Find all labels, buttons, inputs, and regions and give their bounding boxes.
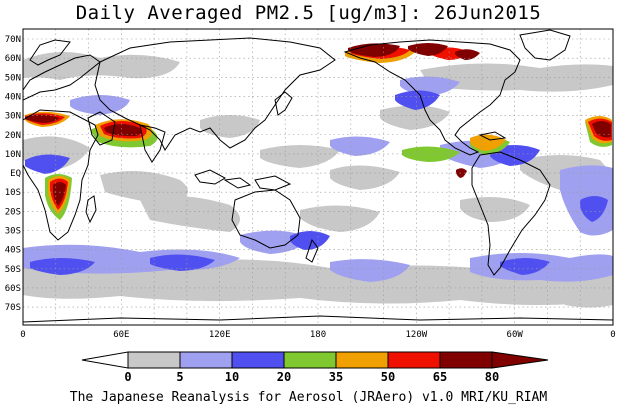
colorbar-tick-label: 0	[124, 370, 131, 384]
longitude-label: 120E	[209, 330, 231, 340]
colorbar-upper-extension	[491, 351, 549, 369]
pm25-level-5-10	[23, 51, 613, 308]
latitude-label: 70N	[5, 35, 21, 45]
colorbar-swatch	[283, 351, 337, 369]
latitude-label: 10S	[5, 188, 21, 198]
footer-credit: The Japanese Reanalysis for Aerosol (JRA…	[69, 390, 548, 405]
pm25-level-20-35	[25, 90, 608, 275]
map-area	[23, 29, 613, 325]
colorbar-swatch	[439, 351, 493, 369]
longitude-label: 60E	[113, 330, 129, 340]
latitude-label: 10N	[5, 150, 21, 160]
map-frame	[22, 28, 614, 326]
longitude-label: 60W	[507, 330, 524, 340]
colorbar-swatch	[179, 351, 233, 369]
colorbar-tick-label: 50	[381, 370, 395, 384]
colorbar-tick-label: 35	[329, 370, 343, 384]
colorbar-swatch	[231, 351, 285, 369]
latitude-label: 30S	[5, 227, 21, 237]
map-title: Daily Averaged PM2.5 [ug/m3]: 26Jun2015	[75, 2, 542, 24]
latitude-label: 60N	[5, 54, 21, 64]
longitude-label: 120W	[405, 330, 427, 340]
longitude-label: 0	[610, 330, 615, 340]
colorbar: 0 5 10 20 35 50 65 80	[81, 351, 549, 384]
colorbar-tick-label: 10	[225, 370, 239, 384]
latitude-label: 30N	[5, 112, 21, 122]
latitude-label: 50S	[5, 265, 21, 275]
coastlines	[23, 29, 613, 323]
pm25-level-above-80	[25, 43, 611, 206]
colorbar-swatch	[387, 351, 441, 369]
colorbar-swatch	[127, 351, 181, 369]
colorbar-tick-label: 65	[433, 370, 447, 384]
colorbar-swatch	[335, 351, 389, 369]
map-gridlines	[23, 29, 613, 325]
longitude-label: 0	[20, 330, 25, 340]
colorbar-tick-label: 5	[176, 370, 183, 384]
longitude-labels: 0 60E 120E 180 120W 60W 0	[20, 330, 615, 340]
latitude-label: 60S	[5, 284, 21, 294]
latitude-labels: 70N 60N 50N 40N 30N 20N 10N EQ 10S 20S 30S 40S 50S 60…	[5, 35, 21, 313]
colorbar-tick-label: 20	[277, 370, 291, 384]
latitude-label: 40N	[5, 92, 21, 102]
latitude-label: EQ	[10, 169, 21, 179]
latitude-label: 20S	[5, 207, 21, 217]
latitude-label: 70S	[5, 303, 21, 313]
colorbar-lower-extension	[81, 351, 129, 369]
longitude-label: 180	[310, 330, 326, 340]
latitude-label: 20N	[5, 131, 21, 141]
latitude-label: 50N	[5, 73, 21, 83]
latitude-label: 40S	[5, 246, 21, 256]
colorbar-tick-label: 80	[485, 370, 499, 384]
